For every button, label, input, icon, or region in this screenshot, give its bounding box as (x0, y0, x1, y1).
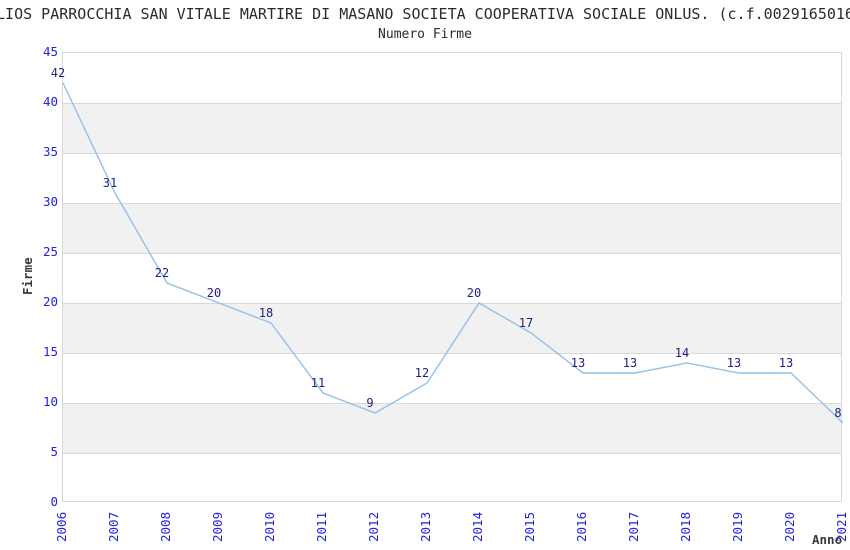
data-point-label: 13 (622, 356, 638, 370)
x-tick-label: 2020 (782, 511, 797, 542)
y-tick-label: 10 (42, 394, 58, 409)
x-tick-label: 2017 (626, 511, 641, 542)
data-point-label: 8 (834, 406, 842, 420)
x-tick-label: 2008 (158, 511, 173, 542)
y-tick-label: 0 (50, 494, 58, 509)
y-tick-label: 35 (42, 144, 58, 159)
x-tick-label: 2009 (210, 511, 225, 542)
y-tick-label: 5 (50, 444, 58, 459)
y-tick-label: 45 (42, 44, 58, 59)
y-gridline (63, 153, 841, 154)
x-tick-label: 2019 (730, 511, 745, 542)
data-point-label: 42 (50, 66, 66, 80)
plot-shaded-band (63, 203, 841, 253)
data-point-label: 13 (570, 356, 586, 370)
chart-subtitle: Numero Firme (378, 27, 472, 42)
y-tick-label: 40 (42, 94, 58, 109)
data-point-label: 22 (154, 266, 170, 280)
data-point-label: 13 (778, 356, 794, 370)
y-tick-label: 20 (42, 294, 58, 309)
data-point-label: 9 (366, 396, 374, 410)
y-tick-label: 25 (42, 244, 58, 259)
plot-shaded-band (63, 403, 841, 453)
trend-line (62, 82, 844, 424)
y-tick-label: 15 (42, 344, 58, 359)
data-point-label: 20 (206, 286, 222, 300)
data-point-label: 13 (726, 356, 742, 370)
x-tick-label: 2010 (262, 511, 277, 542)
x-tick-label: 2013 (418, 511, 433, 542)
y-gridline (63, 103, 841, 104)
x-tick-label: 2014 (470, 511, 485, 542)
y-tick-label: 30 (42, 194, 58, 209)
x-tick-label: 2006 (54, 511, 69, 542)
x-tick-label: 2018 (678, 511, 693, 542)
x-tick-label: 2007 (106, 511, 121, 542)
x-tick-label: 2011 (314, 511, 329, 542)
x-tick-label: 2015 (522, 511, 537, 542)
plot-shaded-band (63, 103, 841, 153)
y-gridline (63, 453, 841, 454)
x-tick-label: 2012 (366, 511, 381, 542)
data-point-label: 31 (102, 176, 118, 190)
x-tick-label: 2021 (834, 511, 849, 542)
data-point-label: 12 (414, 366, 430, 380)
plot-area (62, 52, 844, 502)
x-tick-label: 2016 (574, 511, 589, 542)
x-axis-title: Anno (812, 532, 843, 547)
y-gridline (63, 353, 841, 354)
data-point-label: 17 (518, 316, 534, 330)
data-point-label: 11 (310, 376, 326, 390)
chart-title: LIOS PARROCCHIA SAN VITALE MARTIRE DI MA… (0, 5, 850, 23)
y-axis-title: Firme (20, 257, 35, 295)
y-gridline (63, 403, 841, 404)
y-gridline (63, 253, 841, 254)
y-gridline (63, 203, 841, 204)
line-plot (62, 82, 844, 424)
data-point-label: 18 (258, 306, 274, 320)
y-gridline (63, 303, 841, 304)
data-point-label: 20 (466, 286, 482, 300)
data-point-label: 14 (674, 346, 690, 360)
